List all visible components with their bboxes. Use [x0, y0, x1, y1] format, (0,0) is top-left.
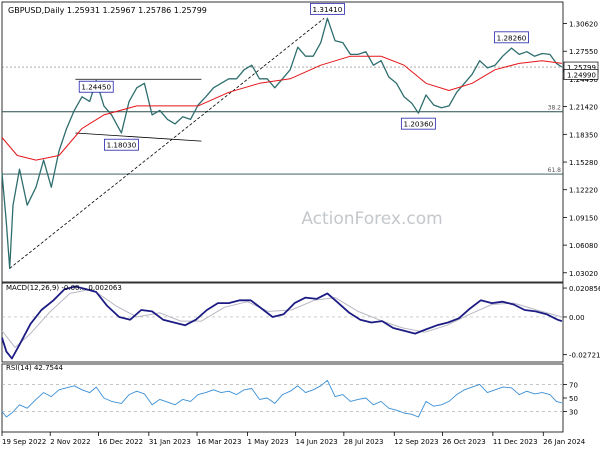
rsi-y-tick-label: 30 — [569, 409, 578, 417]
x-tick-label: 16 Mar 2023 — [197, 438, 241, 446]
x-tick-label: 19 Sep 2022 — [2, 438, 46, 446]
price-y-tick-label: 1.24490 — [569, 76, 598, 84]
macd-y-tick-label: 0.00 — [569, 314, 585, 322]
price-y-tick-label: 1.18350 — [569, 131, 598, 139]
axis-labels: 1.30620 1.27550 1.24490 1.21420 1.18350 1.152… — [1, 20, 600, 446]
price-y-tick-label: 1.03020 — [569, 270, 598, 278]
moving-average-tag-label: 1.24990 — [567, 71, 596, 79]
x-tick-label: 16 Dec 2022 — [98, 438, 143, 446]
last-price-tag-label: 1.25799 — [567, 64, 596, 72]
price-y-tick-label: 1.27550 — [569, 48, 598, 56]
watermark: ActionForex.com — [301, 209, 442, 229]
price-y-tick-label: 1.09150 — [569, 214, 598, 222]
price-y-tick-label: 1.30620 — [569, 20, 598, 28]
rsi-y-tick-label: 50 — [569, 395, 578, 403]
x-tick-label: 12 Sep 2023 — [394, 438, 438, 446]
price-annotation-box — [400, 117, 436, 130]
x-tick-label: 2 Nov 2022 — [50, 438, 90, 446]
price-annotation-label: 1.28260 — [497, 33, 527, 42]
macd-signal-line — [1, 288, 563, 348]
macd-y-tick-label: -0.027213 — [569, 352, 600, 360]
price-annotation-box — [104, 138, 139, 151]
x-tick-label: 31 Jan 2023 — [149, 438, 191, 446]
x-tick-label: 1 May 2023 — [247, 438, 288, 446]
rsi-frame — [1, 363, 564, 433]
rsi-line — [1, 379, 563, 418]
price-frame — [1, 1, 564, 283]
macd-line — [1, 285, 563, 360]
macd-y-tick-label: 0.020856 — [569, 285, 600, 293]
x-tick-label: 14 Jun 2023 — [296, 438, 338, 446]
price-annotation-box — [494, 31, 529, 44]
price-series-line — [1, 17, 563, 270]
price-y-tick-label: 1.12220 — [569, 187, 598, 195]
trend-line — [9, 17, 325, 269]
price-title: GBPUSD,Daily 1.25931 1.25967 1.25786 1.2… — [8, 6, 207, 15]
fib-label: 38.2 — [548, 105, 562, 112]
price-annotation-label: 1.20360 — [404, 120, 434, 129]
price-y-tick-label: 1.06080 — [569, 242, 598, 250]
price-y-tick-label: 1.15280 — [569, 159, 598, 167]
price-panel: 38.2 61.8 1.31410 1.28260 1.24450 1.20360 1.18… — [1, 2, 563, 270]
x-tick-label: 11 Dec 2023 — [493, 438, 538, 446]
trend-line — [75, 132, 202, 142]
x-tick-label: 26 Jan 2024 — [543, 438, 586, 446]
rsi-y-tick-label: 70 — [569, 381, 578, 389]
price-annotation-label: 1.24450 — [81, 83, 111, 92]
price-annotation-box — [78, 80, 114, 93]
macd-panel — [1, 285, 563, 360]
panel-frames — [1, 1, 564, 433]
x-tick-label: 28 Jul 2023 — [344, 438, 384, 446]
price-annotation-label: 1.31410 — [313, 5, 343, 14]
macd-frame — [1, 282, 564, 363]
price-annotation-box — [310, 2, 345, 15]
moving-average-line — [1, 55, 562, 161]
rsi-title: RSI(14) 42.7544 — [6, 364, 63, 372]
rsi-panel — [1, 379, 563, 418]
fib-label: 61.8 — [548, 167, 562, 174]
moving-average-tag-box — [563, 68, 599, 80]
price-annotation-label: 1.18030 — [107, 141, 137, 150]
x-tick-label: 26 Oct 2023 — [442, 438, 485, 446]
macd-title: MACD(12,26,9) -0.00... 0.002063 — [6, 284, 122, 292]
price-y-tick-label: 1.21420 — [569, 104, 598, 112]
